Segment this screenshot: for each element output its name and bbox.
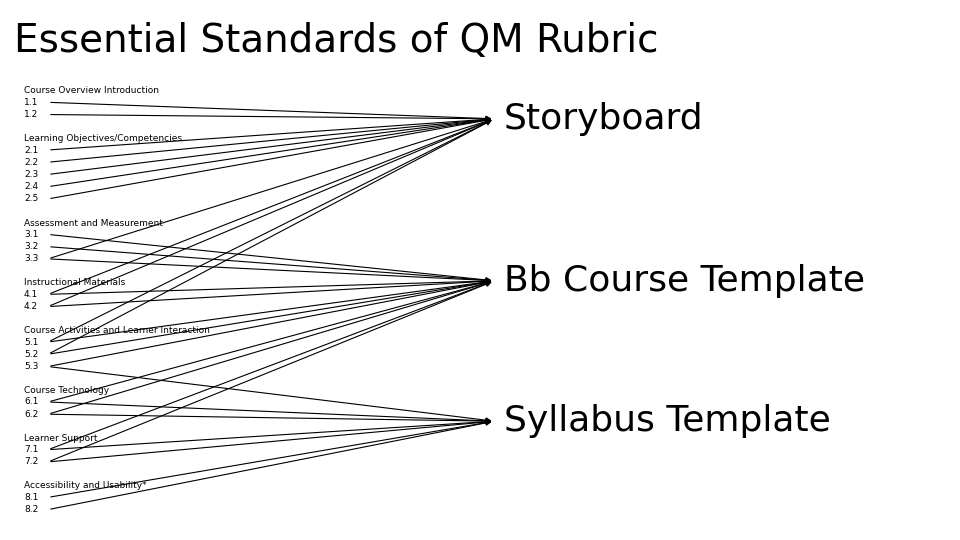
Text: 2.5: 2.5 (24, 194, 38, 204)
Text: Bb Course Template: Bb Course Template (504, 264, 865, 298)
Text: Accessibility and Usability*: Accessibility and Usability* (24, 482, 147, 490)
Text: 5.2: 5.2 (24, 350, 38, 359)
Text: 1.1: 1.1 (24, 98, 38, 107)
Text: 2.1: 2.1 (24, 145, 38, 154)
Text: Instructional Materials: Instructional Materials (24, 279, 125, 287)
Text: Course Technology: Course Technology (24, 386, 109, 395)
Text: 3.1: 3.1 (24, 230, 38, 239)
Text: 2.4: 2.4 (24, 182, 38, 191)
Text: 3.3: 3.3 (24, 254, 38, 264)
Text: Syllabus Template: Syllabus Template (504, 404, 830, 438)
Text: 5.3: 5.3 (24, 362, 38, 371)
Text: 3.2: 3.2 (24, 242, 38, 251)
Text: 4.1: 4.1 (24, 290, 38, 299)
Text: Course Overview Introduction: Course Overview Introduction (24, 86, 159, 96)
Text: 7.2: 7.2 (24, 457, 38, 467)
Text: 2.3: 2.3 (24, 170, 38, 179)
Text: Essential Standards of QM Rubric: Essential Standards of QM Rubric (14, 22, 659, 59)
Text: Learning Objectives/Competencies: Learning Objectives/Competencies (24, 134, 182, 143)
Text: 4.2: 4.2 (24, 302, 38, 311)
Text: 8.1: 8.1 (24, 493, 38, 502)
Text: 1.2: 1.2 (24, 110, 38, 119)
Text: 8.2: 8.2 (24, 505, 38, 514)
Text: 7.1: 7.1 (24, 445, 38, 454)
Text: 6.2: 6.2 (24, 410, 38, 418)
Text: 5.1: 5.1 (24, 338, 38, 347)
Text: Storyboard: Storyboard (504, 102, 704, 136)
Text: Assessment and Measurement: Assessment and Measurement (24, 219, 163, 227)
Text: 2.2: 2.2 (24, 158, 38, 167)
Text: 6.1: 6.1 (24, 397, 38, 407)
Text: Course Activities and Learner Interaction: Course Activities and Learner Interactio… (24, 326, 210, 335)
Text: Learner Support: Learner Support (24, 434, 98, 443)
